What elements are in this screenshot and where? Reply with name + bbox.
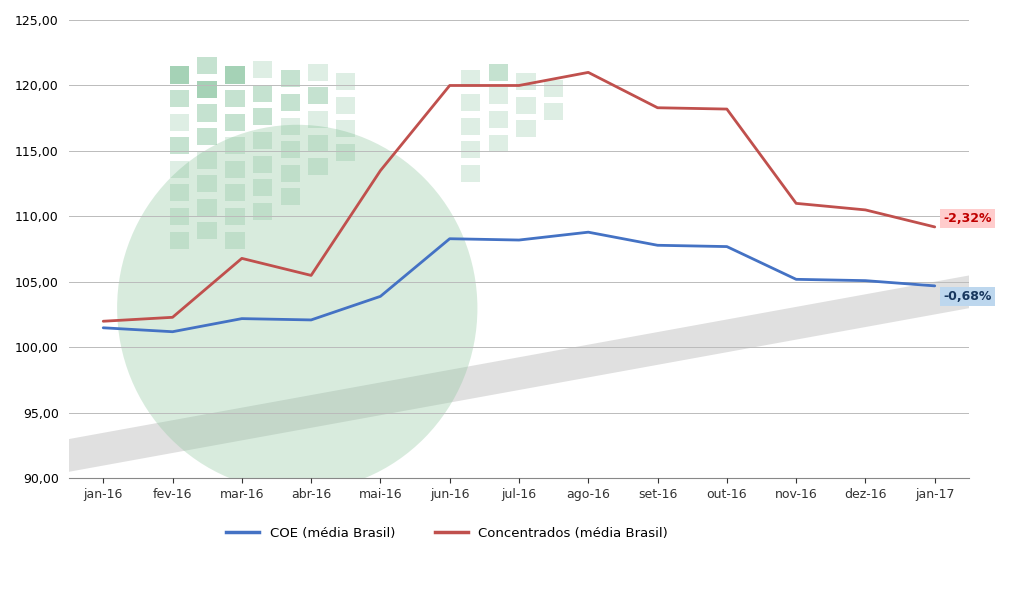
Bar [225, 137, 244, 154]
COE (média Brasil) [860, 277, 872, 284]
Bar [336, 120, 356, 137]
Bar [281, 164, 300, 182]
Bar [170, 114, 189, 131]
Polygon shape [69, 275, 970, 472]
Ellipse shape [117, 125, 478, 492]
Concentrados (média Brasil) [167, 313, 179, 321]
Bar [252, 61, 273, 78]
Bar [336, 144, 356, 161]
Bar [461, 117, 480, 135]
Bar [489, 64, 508, 81]
Bar [225, 90, 244, 107]
Bar [198, 57, 217, 74]
Bar [252, 108, 273, 125]
Bar [489, 111, 508, 128]
Bar [308, 135, 328, 151]
Bar [198, 175, 217, 193]
COE (média Brasil) [513, 237, 525, 244]
Bar [170, 231, 189, 249]
Bar [516, 97, 535, 114]
COE (média Brasil) [97, 324, 109, 331]
Bar [281, 117, 300, 135]
Bar [225, 67, 244, 83]
Bar [225, 161, 244, 178]
Bar [281, 94, 300, 111]
Bar [252, 203, 273, 220]
Bar [198, 128, 217, 145]
COE (média Brasil) [790, 276, 802, 283]
Bar [544, 103, 564, 120]
Bar [281, 188, 300, 206]
Concentrados (média Brasil) [375, 167, 387, 174]
Bar [461, 141, 480, 158]
Bar [225, 208, 244, 225]
Bar [170, 90, 189, 107]
Bar [170, 161, 189, 178]
Bar [308, 111, 328, 128]
Line: COE (média Brasil): COE (média Brasil) [103, 232, 934, 332]
Concentrados (média Brasil) [513, 82, 525, 89]
Bar [252, 132, 273, 149]
COE (média Brasil) [375, 293, 387, 300]
COE (média Brasil) [582, 229, 594, 236]
Concentrados (média Brasil) [651, 104, 664, 111]
Bar [198, 81, 217, 98]
COE (média Brasil) [235, 315, 247, 322]
Concentrados (média Brasil) [860, 206, 872, 213]
Concentrados (média Brasil) [928, 224, 940, 231]
Bar [170, 137, 189, 154]
Bar [489, 88, 508, 104]
Bar [198, 222, 217, 240]
COE (média Brasil) [928, 283, 940, 290]
Concentrados (média Brasil) [235, 255, 247, 262]
Bar [489, 135, 508, 151]
Bar [544, 80, 564, 97]
Bar [516, 73, 535, 90]
Concentrados (média Brasil) [305, 272, 317, 279]
Concentrados (média Brasil) [790, 200, 802, 207]
Bar [308, 88, 328, 104]
Bar [336, 97, 356, 114]
Bar [252, 179, 273, 196]
Bar [461, 164, 480, 182]
Text: -0,68%: -0,68% [943, 290, 992, 303]
COE (média Brasil) [721, 243, 733, 250]
COE (média Brasil) [167, 328, 179, 336]
Bar [198, 151, 217, 169]
Bar [225, 114, 244, 131]
COE (média Brasil) [443, 235, 456, 243]
Bar [170, 208, 189, 225]
Bar [281, 70, 300, 88]
Line: Concentrados (média Brasil): Concentrados (média Brasil) [103, 72, 934, 321]
Bar [252, 85, 273, 102]
Concentrados (média Brasil) [443, 82, 456, 89]
Bar [252, 156, 273, 173]
Bar [461, 70, 480, 88]
Concentrados (média Brasil) [97, 318, 109, 325]
Bar [281, 141, 300, 158]
Bar [308, 158, 328, 175]
Concentrados (média Brasil) [721, 105, 733, 113]
Concentrados (média Brasil) [582, 69, 594, 76]
Bar [225, 184, 244, 201]
Bar [198, 104, 217, 122]
Bar [198, 199, 217, 216]
Bar [516, 120, 535, 137]
Legend: COE (média Brasil), Concentrados (média Brasil): COE (média Brasil), Concentrados (média … [221, 522, 673, 545]
Bar [225, 231, 244, 249]
Bar [170, 184, 189, 201]
Text: -2,32%: -2,32% [943, 212, 992, 225]
Bar [336, 73, 356, 90]
Bar [461, 94, 480, 111]
Bar [170, 67, 189, 83]
COE (média Brasil) [651, 242, 664, 249]
Bar [308, 64, 328, 81]
COE (média Brasil) [305, 316, 317, 324]
